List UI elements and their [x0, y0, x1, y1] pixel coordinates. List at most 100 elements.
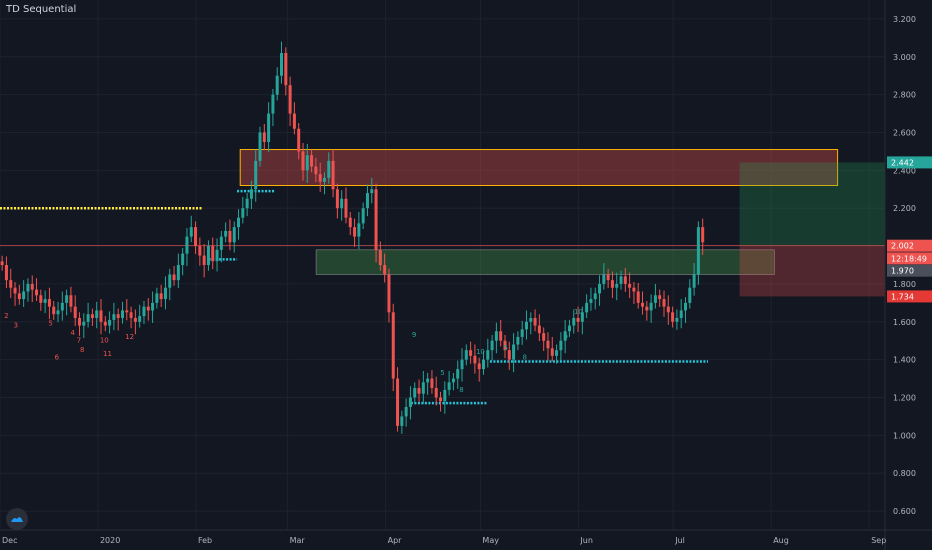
candle-body	[318, 174, 322, 182]
candle-body	[542, 333, 546, 341]
candle	[202, 244, 206, 278]
candle-body	[60, 302, 64, 311]
candle-body	[52, 306, 56, 315]
x-tick-label: May	[482, 536, 499, 545]
candle-body	[249, 189, 253, 199]
candle	[112, 302, 116, 331]
candle-body	[387, 274, 391, 313]
candle	[65, 289, 69, 316]
candle	[275, 67, 279, 101]
candle-body	[56, 310, 60, 315]
candle-body	[357, 223, 361, 237]
candle	[593, 287, 597, 310]
candle	[503, 335, 507, 359]
candle	[78, 312, 82, 336]
price-tag-label: 12:18:49	[891, 254, 927, 263]
candle	[658, 289, 662, 308]
candle-body	[653, 295, 657, 303]
candle	[159, 284, 163, 308]
candle	[692, 263, 696, 296]
price-tag-label: 2.002	[891, 242, 914, 251]
candle-body	[426, 378, 430, 383]
candle	[340, 190, 344, 221]
y-tick-label: 2.200	[893, 204, 916, 213]
candle	[172, 265, 176, 286]
candle-body	[168, 274, 172, 288]
candle	[426, 372, 430, 395]
candle-body	[499, 331, 503, 341]
candle	[524, 310, 528, 340]
price-tag-bg	[887, 156, 932, 169]
candle-body	[615, 283, 619, 288]
candle	[589, 287, 593, 311]
candle-body	[619, 276, 623, 284]
candle	[460, 348, 464, 382]
candle-body	[133, 318, 137, 322]
td-count-label: 5	[503, 344, 507, 352]
candle-body	[430, 378, 434, 389]
candle-body	[35, 289, 39, 296]
candle-body	[567, 325, 571, 332]
y-tick-label: 1.200	[893, 394, 916, 403]
candle	[666, 295, 670, 325]
candle	[701, 218, 705, 255]
x-tick-label: Feb	[198, 536, 212, 545]
candle	[185, 228, 189, 267]
td-count-label: 7	[77, 337, 81, 345]
candle	[99, 299, 103, 335]
candle	[262, 123, 266, 150]
candle-body	[443, 389, 447, 402]
candle	[353, 218, 357, 247]
tradingview-logo-icon[interactable]	[6, 508, 28, 530]
candle-body	[503, 340, 507, 351]
candle	[662, 290, 666, 317]
price-tag-bg	[887, 252, 932, 265]
candle	[322, 172, 326, 195]
candle-body	[378, 249, 382, 265]
candle	[481, 351, 486, 375]
candle-body	[43, 299, 47, 303]
candle	[284, 47, 288, 96]
candle-body	[559, 340, 563, 351]
candle-body	[636, 291, 640, 303]
candle	[649, 294, 653, 323]
td-count-label: 3	[14, 321, 18, 329]
y-tick-label: 1.600	[893, 318, 916, 327]
candle-body	[641, 302, 645, 307]
candle	[189, 215, 193, 243]
price-tag-bg	[887, 239, 932, 252]
candle	[391, 303, 395, 392]
candle-body	[116, 314, 120, 318]
candle	[241, 196, 245, 224]
candle	[408, 386, 412, 420]
candle	[585, 294, 589, 318]
candle-body	[327, 160, 331, 178]
candle-body	[335, 189, 339, 209]
candle	[60, 291, 64, 321]
candle	[598, 275, 602, 306]
candle-body	[151, 302, 155, 311]
candle-body	[30, 283, 34, 290]
candle-body	[606, 274, 610, 281]
candle	[683, 297, 688, 323]
y-tick-label: 1.800	[893, 280, 916, 289]
candle-body	[486, 350, 490, 360]
candle-body	[576, 318, 580, 322]
candle-body	[224, 230, 228, 237]
candle-body	[262, 132, 266, 142]
candle	[103, 316, 107, 332]
candle	[529, 312, 533, 335]
candle-body	[679, 310, 683, 318]
x-tick-label: Mar	[290, 536, 306, 545]
candle-body	[473, 355, 477, 364]
candle-body	[322, 177, 326, 182]
candle-body	[189, 227, 193, 237]
candle-body	[26, 283, 30, 292]
candle-body	[206, 246, 210, 265]
candle-body	[297, 128, 301, 152]
candle	[675, 309, 679, 330]
candle	[258, 126, 262, 167]
candle-body	[563, 331, 567, 341]
candle-body	[546, 340, 550, 349]
candle-body	[202, 255, 206, 265]
